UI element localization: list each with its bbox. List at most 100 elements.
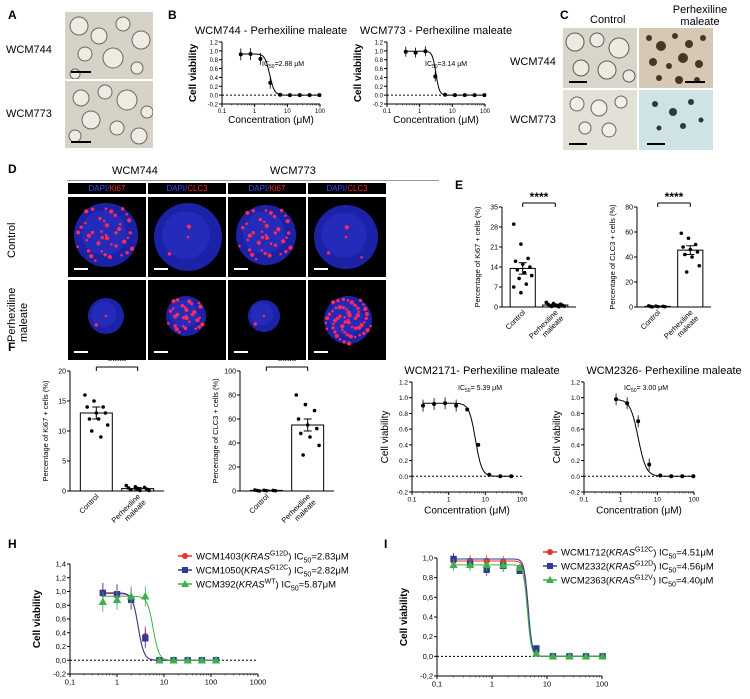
bar-1: [677, 249, 704, 308]
fit-curve-WCM1403: [102, 593, 216, 661]
dapi-label: DAPI/: [166, 184, 188, 193]
y-axis-label: Percentage of Ki67 + cells (%): [41, 380, 50, 482]
x-tick-label: 0,1: [432, 680, 442, 689]
panel-c-image-wcm773-control: [563, 90, 637, 150]
y-tick-label: 0.0: [571, 474, 580, 481]
marker-spot: [340, 328, 344, 332]
marker-spot: [325, 327, 329, 331]
if-tile-drawing: [234, 205, 296, 270]
data-point: [511, 222, 516, 226]
data-point: [257, 489, 262, 493]
data-point: [421, 403, 426, 408]
y-tick-label: 0,6: [423, 593, 433, 602]
marker-spot: [197, 301, 201, 305]
y-axis-label: Percentage of Ki67 + cells (%): [473, 206, 482, 308]
dapi-label: DAPI/: [248, 184, 270, 193]
if-tile-1: [68, 197, 146, 277]
data-point: [636, 419, 641, 424]
data-point: [686, 236, 691, 241]
y-axis-label: Cell viability: [380, 411, 391, 464]
marker-spot: [178, 330, 181, 334]
marker-spot: [125, 213, 128, 216]
y-tick-label: 0.2: [375, 85, 384, 91]
y-tick-label: 0.0: [375, 94, 384, 100]
fit-curve-series: [405, 50, 485, 96]
marker-spot: [264, 235, 270, 241]
y-axis-label: Cell viability: [552, 411, 563, 464]
legend-marker: [547, 563, 553, 569]
marker-spot: [171, 307, 175, 310]
y-tick-label: 21: [490, 245, 498, 252]
marker-spot: [343, 316, 346, 319]
marker-spot: [247, 248, 252, 252]
data-point: [264, 488, 269, 493]
data-point: [96, 417, 101, 421]
marker-spot: [369, 324, 372, 328]
data-point: [533, 645, 540, 652]
data-point: [155, 656, 164, 664]
data-point: [258, 56, 263, 61]
marker-spot: [198, 316, 201, 320]
data-point: [520, 262, 525, 266]
x-tick-label: 100: [689, 497, 700, 504]
if-tile-5: [68, 280, 146, 360]
panel-letter-f: F: [8, 340, 16, 354]
marker-spot: [333, 330, 337, 334]
data-point: [528, 265, 532, 269]
data-point: [482, 93, 487, 98]
marker-spot: [245, 210, 250, 215]
data-point: [487, 472, 492, 477]
marker-spot: [353, 326, 358, 330]
data-point: [524, 282, 529, 286]
marker-spot: [341, 305, 346, 310]
y-tick-label: 80: [625, 205, 633, 212]
marker-spot: [363, 320, 366, 324]
marker-spot: [284, 214, 287, 217]
marker-spot: [334, 333, 340, 338]
x-category-label: Control: [77, 492, 101, 516]
x-tick-label: 100: [315, 109, 326, 115]
data-point: [658, 473, 663, 478]
legend-marker: [182, 567, 188, 573]
y-tick-label: 0.2: [399, 458, 408, 465]
marker-spot: [89, 254, 94, 259]
marker-spot: [184, 315, 189, 321]
marker-spot: [245, 222, 248, 226]
y-axis-label: Cell viability: [188, 43, 199, 102]
legend-entry: WCM2332(KRASG12D) IC50=4.56μM: [561, 561, 714, 575]
x-axis-label: Concentration (μM): [228, 115, 314, 126]
data-point: [183, 656, 192, 664]
y-axis-label: Percentage of CLC3 + cells (%): [211, 378, 220, 484]
marker-spot: [267, 253, 272, 258]
data-point: [532, 649, 541, 657]
marker-spot: [100, 230, 103, 233]
y-tick-label: 0.8: [210, 58, 219, 64]
data-point: [403, 49, 408, 54]
panel-letter-c: C: [560, 8, 569, 22]
marker-spot: [194, 327, 198, 330]
organoid-core: [81, 210, 127, 256]
marker-spot: [338, 337, 342, 341]
y-tick-label: 1.0: [571, 395, 580, 402]
marker-spot: [341, 297, 346, 302]
marker-spot: [122, 239, 127, 244]
marker-spot: [167, 252, 172, 256]
panel-d-group-wcm773: WCM773: [270, 165, 316, 177]
chart-title: WCM744 - Perhexiline maleate: [195, 25, 347, 37]
stain-header-1: DAPI/Ki67: [68, 183, 146, 194]
chart-title: WCM773 - Perhexiline maleate: [360, 25, 512, 37]
data-point: [519, 290, 523, 295]
marker-spot: [120, 253, 123, 257]
y-tick-label: -0.2: [208, 103, 219, 109]
y-tick-label: 0.6: [399, 427, 408, 434]
data-point: [509, 474, 514, 479]
data-point: [126, 592, 136, 600]
data-point: [141, 592, 150, 600]
legend-entry: WCM1403(KRASG12D) IC50=2.83μM: [196, 551, 349, 565]
data-point: [94, 411, 99, 415]
marker-spot: [344, 235, 348, 239]
marker-spot: [90, 230, 95, 235]
data-point: [105, 423, 110, 427]
y-tick-label: 1.0: [399, 395, 408, 402]
y-tick-label: 1.2: [399, 380, 408, 387]
